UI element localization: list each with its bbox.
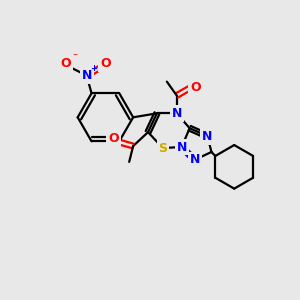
Text: +: + — [90, 64, 97, 73]
Text: O: O — [61, 57, 71, 70]
Text: O: O — [190, 81, 201, 94]
Text: S: S — [158, 142, 167, 154]
Text: O: O — [100, 57, 111, 70]
Text: N: N — [172, 107, 182, 120]
Text: N: N — [176, 140, 187, 154]
Text: N: N — [189, 153, 200, 167]
Text: N: N — [81, 69, 92, 82]
Text: N: N — [202, 130, 213, 142]
Text: O: O — [108, 132, 119, 145]
Text: ⁻: ⁻ — [72, 52, 77, 63]
